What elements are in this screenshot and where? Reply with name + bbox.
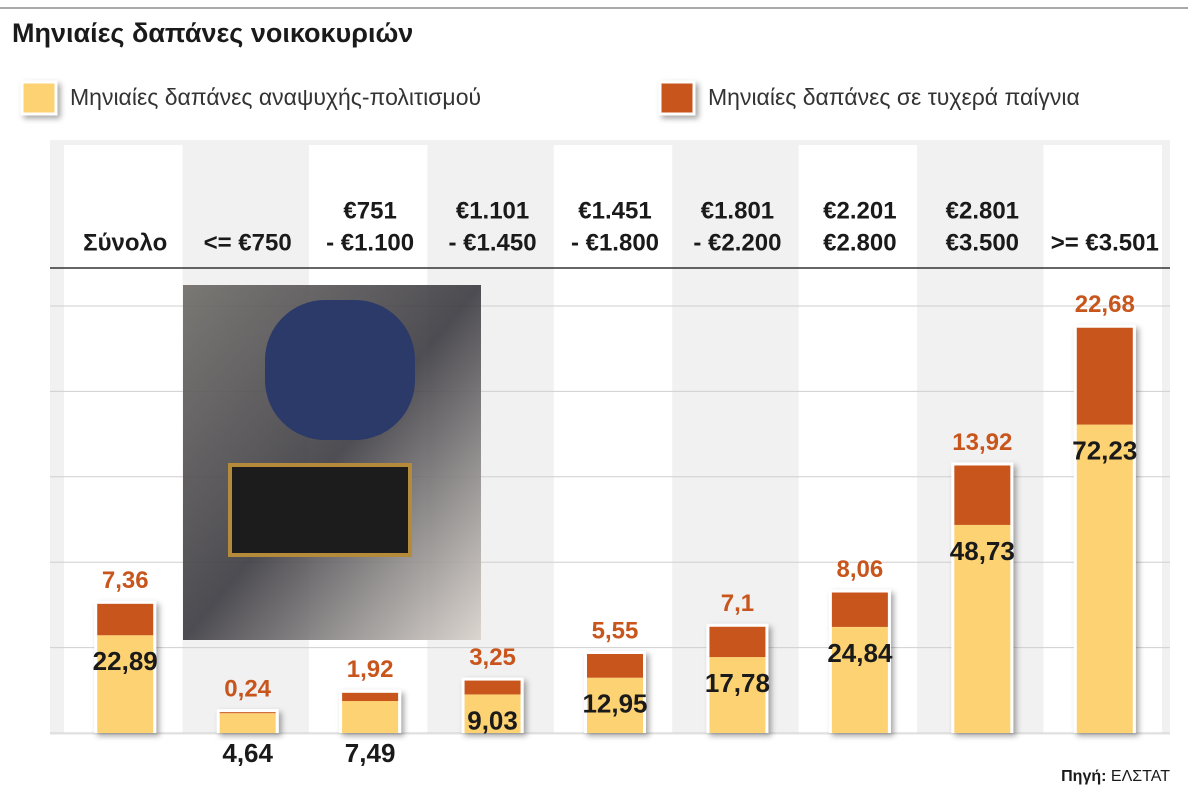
bar-segment	[342, 692, 399, 702]
bar-segment	[709, 657, 766, 733]
bar-segment	[587, 654, 643, 678]
value-label: 12,95	[582, 689, 647, 719]
legend-label: Μηνιαίες δαπάνες σε τυχερά παίγνια	[708, 84, 1080, 110]
value-label: 48,73	[950, 536, 1015, 566]
x-tick-label: €2.201	[823, 197, 896, 224]
bar-segment	[1076, 424, 1133, 733]
bar-segment	[219, 712, 276, 714]
chart-title: Μηνιαίες δαπάνες νοικοκυριών	[12, 18, 413, 48]
value-label: 13,92	[952, 429, 1012, 456]
value-label: 4,64	[222, 738, 273, 768]
source: Πηγή: ΕΛΣΤΑΤ	[1061, 768, 1170, 785]
bar-segment	[954, 465, 1011, 525]
value-label: 1,92	[347, 656, 394, 683]
value-label: 7,1	[721, 590, 754, 617]
bar-segment	[1076, 327, 1133, 425]
value-label: 8,06	[837, 556, 884, 583]
x-tick-label: Σύνολο	[83, 229, 167, 256]
legend-label: Μηνιαίες δαπάνες αναψυχής-πολιτισμού	[70, 84, 481, 110]
legend-swatch	[658, 80, 696, 116]
value-label: 3,25	[469, 644, 516, 671]
x-tick-label: <= €750	[204, 229, 292, 256]
value-label: 5,55	[592, 617, 639, 644]
x-tick-label: - €2.200	[693, 229, 781, 256]
value-label: 22,89	[93, 646, 158, 676]
x-tick-label: €2.801	[946, 197, 1019, 224]
x-tick-label: - €1.800	[571, 229, 659, 256]
bar-segment	[954, 524, 1011, 733]
slot-machine-image	[183, 285, 481, 640]
bar-segment	[831, 592, 888, 627]
x-tick-label: €1.101	[456, 197, 529, 224]
value-label: 22,68	[1075, 291, 1135, 318]
bar-segment	[587, 677, 643, 733]
x-tick-label: >= €3.501	[1051, 229, 1159, 256]
source-text: ΕΛΣΤΑΤ	[1111, 768, 1170, 785]
value-label: 0,24	[224, 676, 271, 703]
x-tick-label: - €1.450	[449, 229, 537, 256]
bar-segment	[831, 626, 888, 733]
bars: 22,89 7,36 4,64 0,24 7,49 1,92 9,03 3,25 12,95 5,…	[93, 291, 1138, 768]
value-label: 72,23	[1072, 435, 1137, 465]
photo-detail	[265, 300, 415, 440]
x-tick-label: €3.500	[946, 229, 1019, 256]
x-tick-label: - €1.100	[326, 229, 414, 256]
value-label: 7,49	[345, 738, 396, 768]
column-stripe	[553, 145, 673, 733]
legend-swatch	[20, 80, 58, 116]
value-label: 24,84	[827, 638, 893, 668]
x-tick-label: €1.451	[578, 197, 651, 224]
bar-segment	[342, 701, 399, 733]
value-label: 17,78	[705, 668, 770, 698]
bar-segment	[219, 713, 276, 733]
x-tick-label: €1.801	[701, 197, 774, 224]
value-label: 9,03	[467, 705, 518, 735]
bar-segment	[97, 603, 154, 636]
bar-segment	[709, 626, 766, 658]
x-tick-label: €751	[343, 197, 396, 224]
legend: Μηνιαίες δαπάνες αναψυχής-πολιτισμού Μηνι…	[20, 80, 1080, 116]
x-tick-label: €2.800	[823, 229, 896, 256]
bar-segment	[464, 694, 521, 733]
value-label: 7,36	[102, 567, 149, 594]
source-label: Πηγή:	[1061, 768, 1106, 785]
photo-detail	[228, 463, 412, 557]
bar-segment	[464, 680, 521, 695]
bar-segment	[97, 635, 154, 733]
